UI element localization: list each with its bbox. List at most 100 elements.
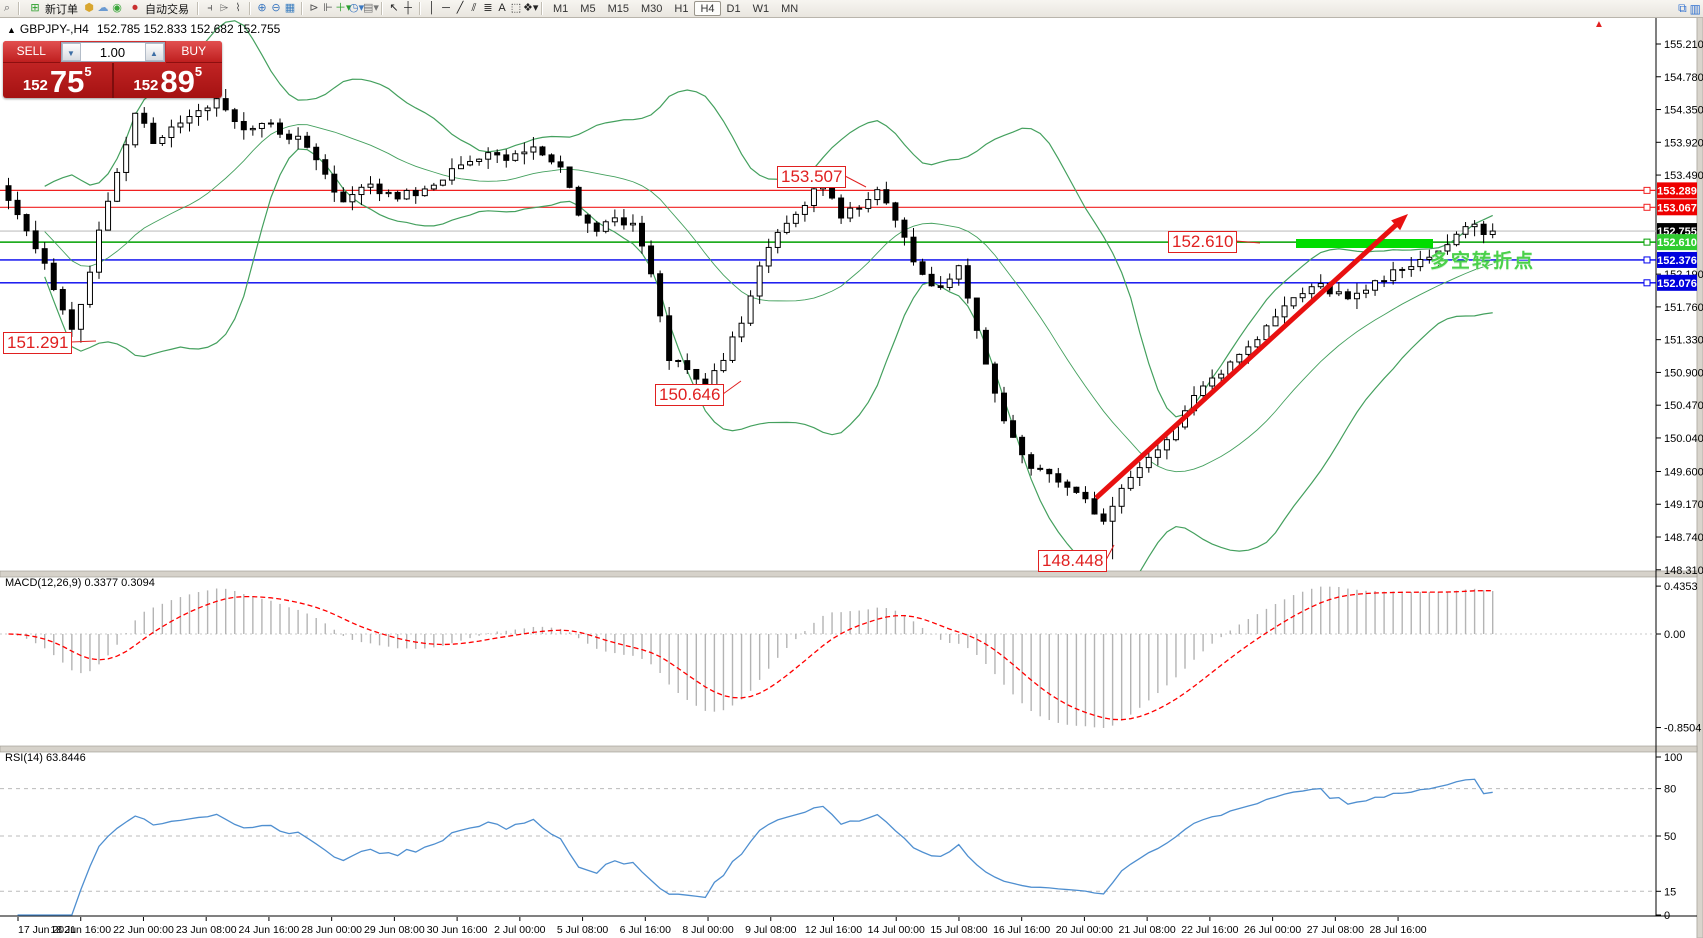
date-label[interactable]: 23 Jun 08:00 xyxy=(176,924,237,936)
trend-arrow-line[interactable] xyxy=(1094,218,1403,500)
fibonacci-icon[interactable]: ≣ xyxy=(483,2,493,14)
candle-body xyxy=(964,265,971,299)
timeframe-button-h4[interactable]: H4 xyxy=(694,1,721,16)
price-callout-label[interactable]: 153.507 xyxy=(777,166,847,188)
pane-separator[interactable] xyxy=(0,570,1698,578)
text-icon[interactable]: A xyxy=(498,2,506,14)
level-marker[interactable] xyxy=(1643,186,1651,194)
cloud-icon[interactable]: ☁ xyxy=(97,2,109,14)
timeframe-button-mn[interactable]: MN xyxy=(775,1,804,16)
rsi-pane[interactable] xyxy=(0,778,1656,916)
search-icon[interactable]: ⌕ xyxy=(3,2,11,14)
candle-body xyxy=(1444,244,1451,252)
period-clock-icon[interactable]: ◷▾ xyxy=(349,2,365,14)
date-label[interactable]: 29 Jun 08:00 xyxy=(364,924,425,936)
date-label[interactable]: 8 Jul 00:00 xyxy=(682,924,734,936)
autotrade-button[interactable]: ⏺ 自动交易 xyxy=(124,1,193,17)
new-order-button[interactable]: ⊞ 新订单 xyxy=(24,1,82,17)
templates-icon[interactable]: ▤▾ xyxy=(363,2,379,14)
styles-bucket-icon[interactable]: ⬢ xyxy=(84,2,94,14)
signal-icon[interactable]: ◉ xyxy=(112,2,122,14)
date-label[interactable]: 12 Jul 16:00 xyxy=(805,924,862,936)
date-label[interactable]: 21 Jul 08:00 xyxy=(1119,924,1176,936)
timeframe-button-h1[interactable]: H1 xyxy=(668,1,694,16)
date-label[interactable]: 9 Jul 08:00 xyxy=(745,924,797,936)
pane-separator[interactable] xyxy=(0,745,1698,753)
auto-scroll-icon[interactable]: ⊳ xyxy=(309,2,319,14)
date-label[interactable]: 6 Jul 16:00 xyxy=(620,924,672,936)
candle-body xyxy=(512,153,519,161)
date-label[interactable]: 16 Jul 16:00 xyxy=(993,924,1050,936)
date-label[interactable]: 17 Jun 2021 xyxy=(18,924,76,936)
chart-annotation-text[interactable]: 多空转折点 xyxy=(1430,251,1536,272)
volume-increase-button[interactable]: ▲ xyxy=(144,43,164,61)
date-label[interactable]: 27 Jul 08:00 xyxy=(1307,924,1364,936)
candlestick-chart-icon[interactable]: ⌲ xyxy=(219,2,229,14)
buy-price[interactable]: 152 89 5 xyxy=(114,63,223,98)
level-marker[interactable] xyxy=(1643,203,1651,211)
bollinger-lower-band[interactable] xyxy=(44,148,1493,592)
candle-body xyxy=(68,309,75,330)
bollinger-middle-band[interactable] xyxy=(44,124,1493,473)
price-callout-label[interactable]: 148.448 xyxy=(1038,550,1108,572)
date-label[interactable]: 15 Jul 08:00 xyxy=(930,924,987,936)
trendline-icon[interactable]: ╱ xyxy=(456,2,464,14)
buy-button[interactable]: BUY xyxy=(165,41,222,63)
zoom-out-icon[interactable]: ⊖ xyxy=(271,2,281,14)
date-label[interactable]: 30 Jun 16:00 xyxy=(427,924,488,936)
timeframe-button-m1[interactable]: M1 xyxy=(547,1,574,16)
timeframe-button-d1[interactable]: D1 xyxy=(721,1,747,16)
candle-body xyxy=(367,183,374,188)
date-label[interactable]: 2 Jul 00:00 xyxy=(494,924,546,936)
line-chart-icon[interactable]: ⌇ xyxy=(235,2,241,14)
horizontal-line-icon[interactable]: ─ xyxy=(442,2,450,14)
text-label-icon[interactable]: ⬚ xyxy=(510,2,522,14)
candle-body xyxy=(1363,289,1369,294)
candle-body xyxy=(1399,268,1406,271)
volume-input[interactable] xyxy=(80,43,145,61)
timeframe-button-m5[interactable]: M5 xyxy=(574,1,601,16)
price-callout-label[interactable]: 151.291 xyxy=(3,332,73,354)
price-callout-label[interactable]: 150.646 xyxy=(655,384,725,406)
main-chart-pane[interactable] xyxy=(0,20,1656,592)
candle-body xyxy=(240,121,247,131)
channel-icon[interactable]: ⫽ xyxy=(471,2,477,14)
date-label[interactable]: 28 Jun 00:00 xyxy=(301,924,362,936)
level-marker[interactable] xyxy=(1643,238,1651,246)
timeframe-button-w1[interactable]: W1 xyxy=(747,1,776,16)
candle-body xyxy=(955,265,962,280)
date-label[interactable]: 18 Jun 16:00 xyxy=(50,924,111,936)
timeframe-button-m15[interactable]: M15 xyxy=(602,1,635,16)
level-marker[interactable] xyxy=(1643,256,1651,264)
volume-decrease-button[interactable]: ▼ xyxy=(61,43,81,61)
zoom-in-icon[interactable]: ⊕ xyxy=(257,2,267,14)
date-label[interactable]: 14 Jul 00:00 xyxy=(868,924,925,936)
macd-pane[interactable] xyxy=(0,586,1656,728)
add-indicator-icon[interactable]: ＋▾ xyxy=(335,2,352,14)
candle-body xyxy=(548,154,555,163)
sell-button[interactable]: SELL xyxy=(3,41,60,63)
date-label[interactable]: 22 Jun 00:00 xyxy=(113,924,174,936)
cursor-icon[interactable]: ↖ xyxy=(389,2,399,14)
sell-price[interactable]: 152 75 5 xyxy=(3,63,114,98)
vertical-line-icon[interactable]: │ xyxy=(428,2,436,14)
price-callout-label[interactable]: 152.610 xyxy=(1168,231,1238,253)
shapes-icon[interactable]: ❖▾ xyxy=(523,2,539,14)
tile-windows-icon[interactable]: ▦ xyxy=(284,2,296,14)
date-label[interactable]: 22 Jul 16:00 xyxy=(1181,924,1238,936)
date-label[interactable]: 24 Jun 16:00 xyxy=(239,924,300,936)
bar-chart-icon[interactable]: ⫞ xyxy=(207,2,213,14)
window-icon[interactable]: ⧉ xyxy=(1678,1,1687,15)
date-label[interactable]: 28 Jul 16:00 xyxy=(1369,924,1426,936)
date-label[interactable]: 26 Jul 00:00 xyxy=(1244,924,1301,936)
date-label[interactable]: 5 Jul 08:00 xyxy=(557,924,609,936)
grid-icon[interactable]: ▥ xyxy=(1689,1,1701,16)
date-label[interactable]: 20 Jul 00:00 xyxy=(1056,924,1113,936)
support-zone-rectangle[interactable] xyxy=(1296,239,1433,248)
bollinger-upper-band[interactable] xyxy=(44,20,1493,418)
crosshair-icon[interactable]: ┼ xyxy=(404,2,412,14)
level-marker[interactable] xyxy=(1643,279,1651,287)
chart-shift-icon[interactable]: ⊩ xyxy=(323,2,333,14)
timeframe-button-m30[interactable]: M30 xyxy=(635,1,668,16)
